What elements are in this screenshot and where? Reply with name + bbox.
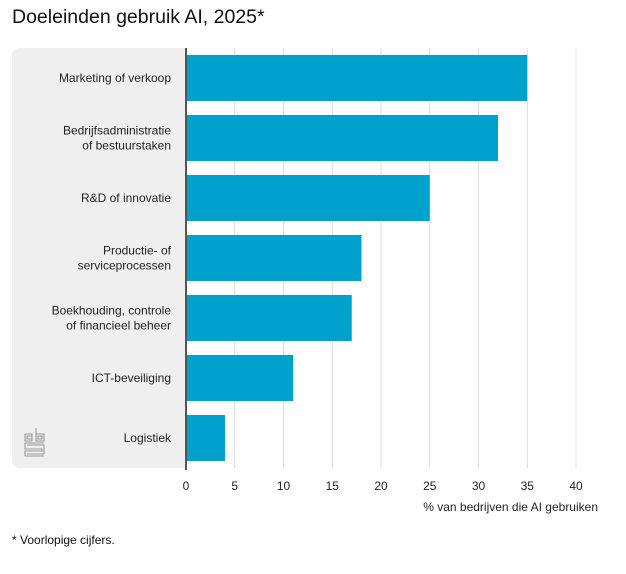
bar xyxy=(186,55,528,101)
category-label: Productie- of serviceprocessen xyxy=(78,244,172,273)
bar xyxy=(186,235,362,281)
category-label: R&D of innovatie xyxy=(81,191,171,205)
bar xyxy=(186,175,430,221)
category-label: ICT-beveiliging xyxy=(92,371,171,385)
x-tick-label: 20 xyxy=(374,479,388,493)
chart-title: Doeleinden gebruik AI, 2025* xyxy=(12,6,265,28)
bar xyxy=(186,115,498,161)
category-panel xyxy=(12,48,186,468)
category-label: Bedrijfsadministratie of bestuurstaken xyxy=(63,124,171,153)
x-tick-label: 10 xyxy=(277,479,291,493)
category-label: Boekhouding, controle of financieel behee… xyxy=(52,304,172,333)
x-tick-label: 0 xyxy=(183,479,190,493)
x-axis-title: % van bedrijven die AI gebruiken xyxy=(423,500,598,514)
x-tick-label: 35 xyxy=(521,479,535,493)
bar xyxy=(186,415,225,461)
category-label: Logistiek xyxy=(124,431,172,445)
bar xyxy=(186,355,294,401)
x-tick-label: 40 xyxy=(569,479,583,493)
category-label: Marketing of verkoop xyxy=(59,71,171,85)
bar xyxy=(186,295,352,341)
x-tick-label: 30 xyxy=(472,479,486,493)
x-tick-label: 5 xyxy=(231,479,238,493)
x-tick-label: 15 xyxy=(326,479,340,493)
x-tick-label: 25 xyxy=(423,479,437,493)
footnote: * Voorlopige cijfers. xyxy=(12,533,115,547)
cbs-logo-icon xyxy=(24,428,45,457)
